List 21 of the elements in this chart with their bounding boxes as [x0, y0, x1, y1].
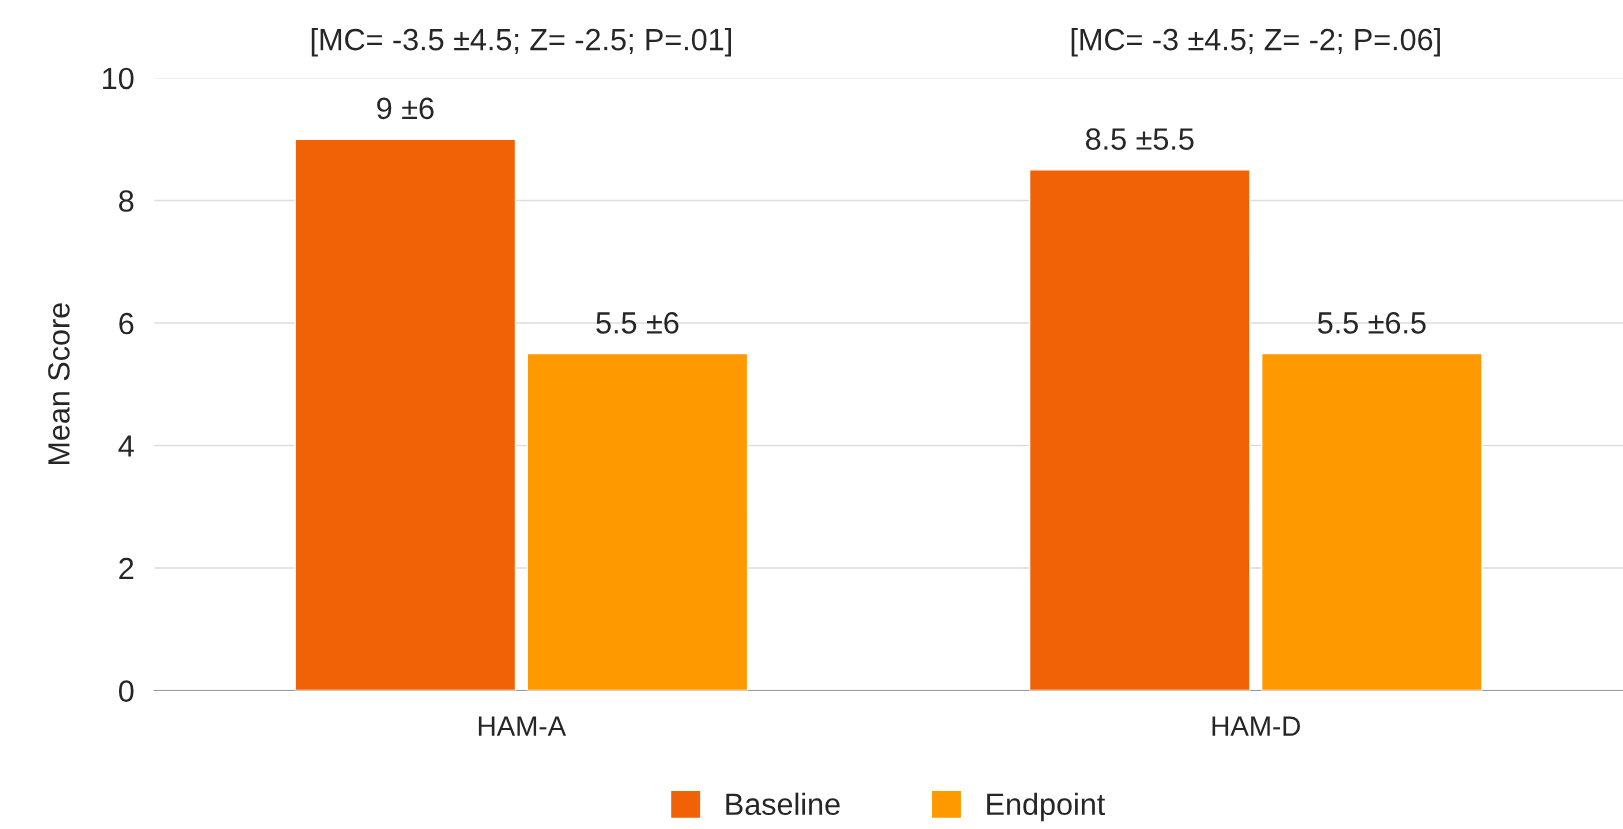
text: [MC= -3.5 ±4.5; Z= -2.5; P=.01] — [311, 28, 731, 57]
y-tick-label: 8 — [119, 190, 134, 212]
x-tick-label: HAM-D — [1212, 716, 1300, 736]
y-tick-label: 2 — [119, 557, 134, 580]
bar — [1028, 169, 1251, 691]
y-tick-label: 10 — [103, 67, 134, 90]
bar — [294, 138, 517, 691]
y-tick-label: 6 — [119, 312, 134, 335]
x-tick-label: HAM-A — [478, 716, 567, 736]
data-label: 8.5 ±5.5 — [1085, 128, 1194, 150]
y-axis-title: Mean Score — [48, 303, 70, 465]
legend-label: Endpoint — [987, 792, 1106, 822]
bar — [1260, 352, 1483, 691]
data-label: 5.5 ±6.5 — [1317, 312, 1426, 334]
data-label: 5.5 ±6 — [596, 312, 679, 334]
text: [MC= -3 ±4.5; Z= -2; P=.06] — [1071, 28, 1440, 57]
legend-label: Baseline — [726, 792, 840, 816]
data-label: 9 ±6 — [377, 97, 434, 120]
bar — [526, 352, 749, 691]
y-tick-label: 0 — [118, 680, 134, 702]
y-tick-label: 4 — [118, 435, 134, 457]
